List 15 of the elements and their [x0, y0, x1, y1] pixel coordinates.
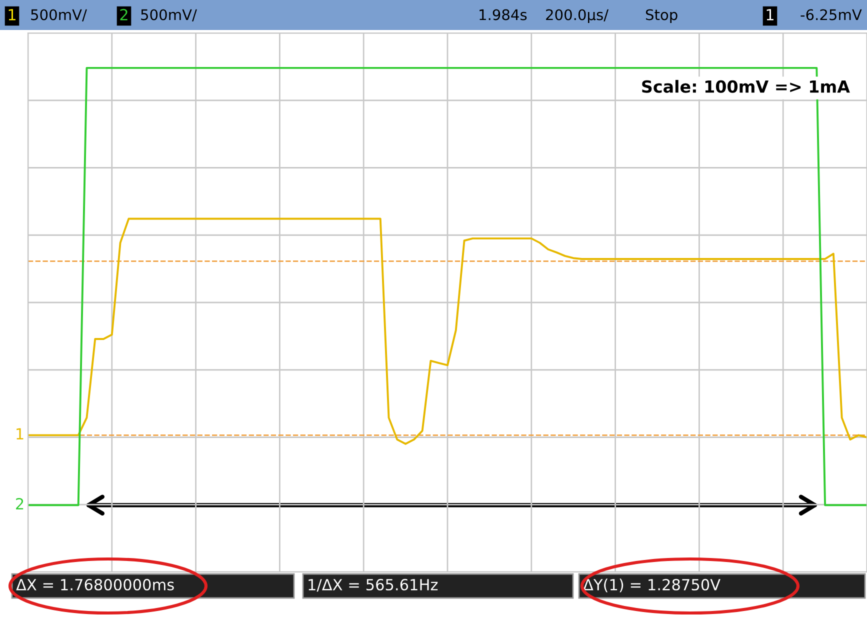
text: 1.984s [480, 9, 527, 20]
text: Stop [646, 9, 678, 24]
text: ΔY(1) = 1.28750V [583, 578, 720, 592]
text: ΔX = 1.76800000ms [16, 578, 174, 590]
annotation: Scale: 100mV => 1mA [642, 80, 850, 93]
text: 2 [120, 8, 128, 20]
text: 200.0µs/ [546, 9, 609, 24]
series-label: 1 [16, 428, 24, 440]
text: 500mV/ [31, 9, 87, 22]
text: 1 [8, 9, 16, 20]
series-label: 2 [16, 498, 24, 510]
text: -6.25mV [800, 9, 862, 20]
text: 1 [766, 9, 774, 20]
text: 1/ΔX = 565.61Hz [308, 578, 438, 592]
text: 500mV/ [141, 9, 197, 22]
